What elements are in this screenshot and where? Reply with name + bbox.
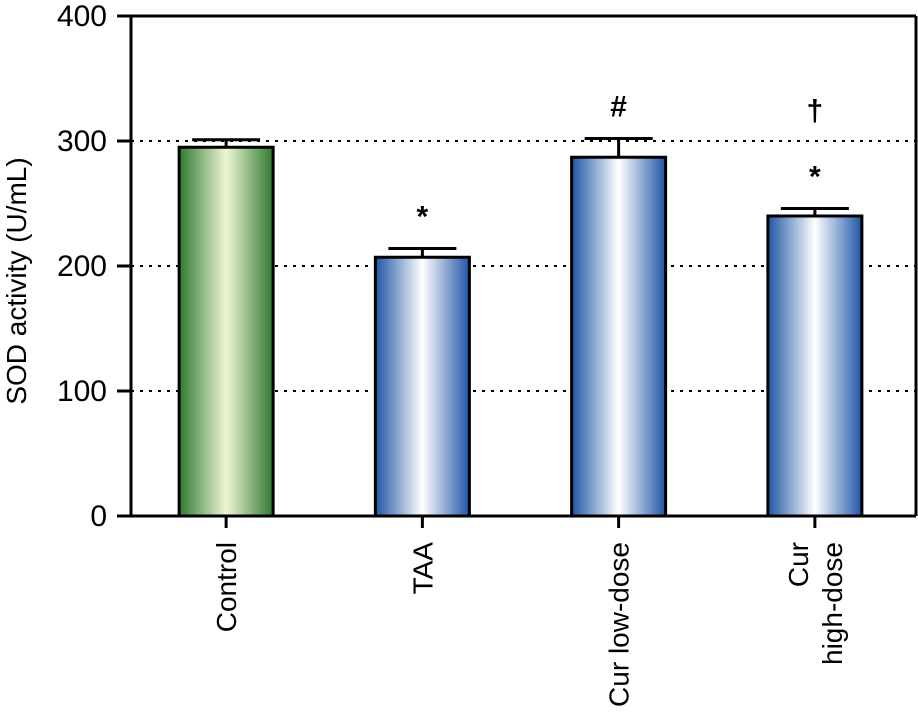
y-tick-label-200: 200 xyxy=(57,250,107,283)
significance-marks: * # * † xyxy=(417,91,824,234)
y-tick-label-300: 300 xyxy=(57,125,107,158)
x-category-label-line-0-0: Control xyxy=(211,542,242,632)
y-tick-label-400: 400 xyxy=(57,0,107,33)
x-category-label-line-3-0: Cur xyxy=(783,542,814,587)
x-category-label-line-1-0: TAA xyxy=(407,542,438,595)
y-axis-title: SOD activity (U/mL) xyxy=(1,157,32,404)
significance-mark-3-1: * xyxy=(809,161,821,194)
error-bars xyxy=(192,137,849,258)
bar-1 xyxy=(373,255,471,518)
axes xyxy=(117,14,918,528)
x-category-label-3: Cur high-dose xyxy=(783,542,848,665)
x-category-labels: Control TAA Cur low-dose Cur high-dose xyxy=(211,542,848,707)
bars xyxy=(177,145,864,518)
x-category-label-line-2-0: Cur low-dose xyxy=(604,542,635,707)
significance-mark-1-0: * xyxy=(417,201,429,234)
y-tick-label-0: 0 xyxy=(90,500,107,533)
x-category-label-0: Control xyxy=(211,542,242,632)
x-category-label-1: TAA xyxy=(407,542,438,595)
bar-3 xyxy=(766,214,864,518)
significance-mark-2-0: # xyxy=(610,91,627,124)
bar-0 xyxy=(177,145,275,518)
significance-mark-3-0: † xyxy=(807,95,824,128)
y-tick-labels: 0 100 200 300 400 xyxy=(57,0,107,533)
y-tick-label-100: 100 xyxy=(57,375,107,408)
x-category-label-line-3-1: high-dose xyxy=(817,542,848,665)
bar-2 xyxy=(570,155,668,518)
x-category-label-2: Cur low-dose xyxy=(604,542,635,707)
